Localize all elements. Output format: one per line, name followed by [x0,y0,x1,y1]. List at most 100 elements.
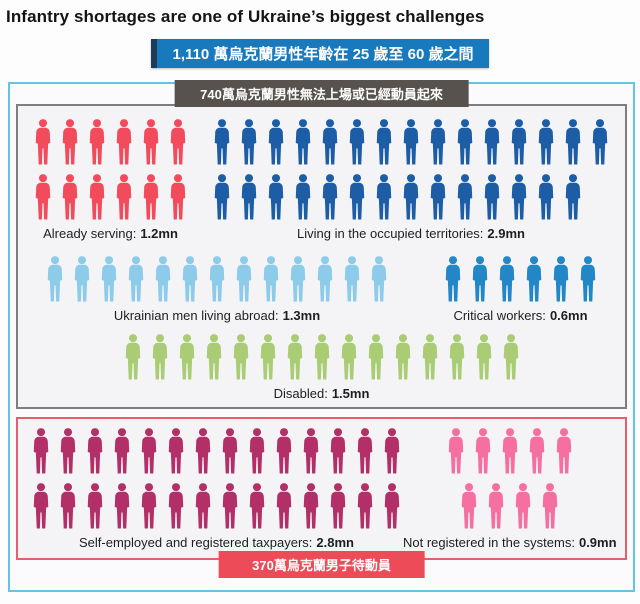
pictogram-occupied-territories [211,118,611,221]
row-disabled: Disabled: 1.5mn [26,333,617,401]
person-icon [57,482,79,530]
group-disabled: Disabled: 1.5mn [122,333,522,401]
person-icon [84,427,106,475]
row-abroad-critical: Ukrainian men living abroad: 1.3mn Critic… [26,255,617,323]
row-taxpayers-unregistered: Self-employed and registered taxpayers: 2… [26,427,617,550]
person-icon [219,427,241,475]
person-icon [400,118,422,166]
label-value: 1.5mn [331,386,370,401]
person-icon [589,118,611,166]
person-icon [167,118,189,166]
label-value: 1.3mn [282,308,321,323]
person-icon [111,482,133,530]
person-icon [219,482,241,530]
person-icon [284,333,306,381]
person-icon [354,482,376,530]
person-icon [292,118,314,166]
person-icon [211,173,233,221]
person-icon [203,333,225,381]
person-icon [113,173,135,221]
person-icon [373,118,395,166]
person-icon [206,255,228,303]
person-icon [539,482,561,530]
group-critical-workers: Critical workers: 0.6mn [442,255,599,323]
pictogram-living-abroad [44,255,390,303]
person-icon [98,255,120,303]
person-icon [354,427,376,475]
pictogram-row [458,482,561,530]
row-serving-occupied: Already serving: 1.2mn Living in the occu… [26,118,617,241]
person-icon [562,173,584,221]
person-icon [319,173,341,221]
person-icon [257,333,279,381]
person-icon [292,173,314,221]
person-icon [84,482,106,530]
person-icon [427,118,449,166]
person-icon [327,482,349,530]
person-icon [59,118,81,166]
person-icon [125,255,147,303]
person-icon [392,333,414,381]
person-icon [152,255,174,303]
person-icon [346,118,368,166]
person-icon [149,333,171,381]
person-icon [311,333,333,381]
label-already-serving: Already serving: 1.2mn [32,226,189,241]
group-living-abroad: Ukrainian men living abroad: 1.3mn [44,255,390,323]
person-icon [86,173,108,221]
outer-box: 740萬烏克蘭男性無法上場或已經動員起來 Already serving: 1.2… [8,80,635,592]
person-icon [122,333,144,381]
person-icon [481,173,503,221]
pictogram-row [445,427,575,475]
person-icon [526,427,548,475]
person-icon [238,118,260,166]
label-text: Critical workers: [453,308,546,323]
person-icon [59,173,81,221]
person-icon [176,333,198,381]
label-text: Not registered in the systems: [403,535,575,550]
person-icon [211,118,233,166]
pictogram-not-registered [445,427,575,530]
person-icon [550,255,572,303]
label-value: 1.2mn [140,226,178,241]
person-icon [454,118,476,166]
person-icon [246,482,268,530]
pictogram-critical-workers [442,255,599,303]
person-icon [472,427,494,475]
person-icon [419,333,441,381]
label-text: Already serving: [43,226,137,241]
ineligible-section: Already serving: 1.2mn Living in the occu… [16,104,627,409]
person-icon [233,255,255,303]
pictogram-row [32,173,189,221]
person-icon [265,118,287,166]
pictogram-self-employed [30,427,403,530]
person-icon [338,333,360,381]
group-already-serving: Already serving: 1.2mn [32,118,189,241]
label-text: Ukrainian men living abroad: [113,308,279,323]
total-men-banner: 1,110 萬烏克蘭男性年齡在 25 歲至 60 歲之間 [150,39,490,68]
person-icon [140,173,162,221]
label-text: Living in the occupied territories: [296,226,484,241]
person-icon [30,482,52,530]
person-icon [314,255,336,303]
person-icon [192,482,214,530]
person-icon [57,427,79,475]
person-icon [71,255,93,303]
person-icon [368,255,390,303]
person-icon [238,173,260,221]
person-icon [30,427,52,475]
person-icon [499,427,521,475]
person-icon [512,482,534,530]
person-icon [562,118,584,166]
label-value: 2.9mn [487,226,525,241]
pictogram-row [211,118,611,166]
person-icon [300,482,322,530]
pictogram-already-serving [32,118,189,221]
person-icon [535,173,557,221]
person-icon [400,173,422,221]
person-icon [300,427,322,475]
person-icon [140,118,162,166]
person-icon [265,173,287,221]
label-value: 2.8mn [316,535,354,550]
